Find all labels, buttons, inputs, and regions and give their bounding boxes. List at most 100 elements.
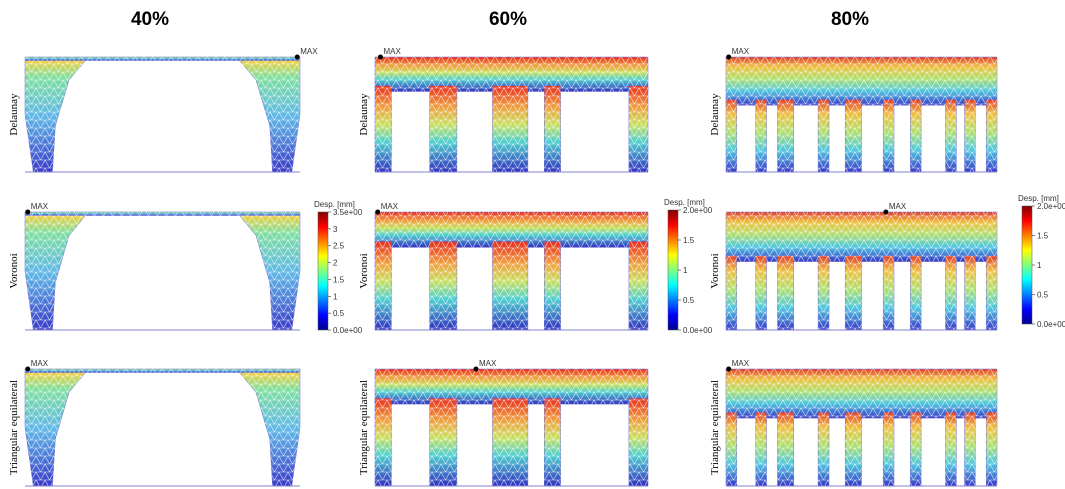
mesh-lines [25, 60, 86, 172]
mesh-lines [25, 369, 300, 373]
max-label: MAX [889, 202, 907, 211]
mesh-panel: MAX Delaunay [8, 47, 318, 173]
colorbar-tick-label: 3.5e+00 [333, 208, 363, 217]
max-label: MAX [383, 47, 401, 56]
row-label: Voronoi [709, 253, 721, 288]
colorbar-tick-label: 1.5 [683, 236, 695, 245]
max-marker [377, 54, 383, 60]
mesh-lines [818, 99, 829, 172]
row-label: Triangular equilateral [709, 380, 721, 475]
mesh-lines [818, 255, 829, 330]
colorbar-tick-label: 0.0e+00 [333, 326, 363, 335]
mesh-lines [818, 412, 829, 486]
mesh-lines [845, 255, 862, 330]
row-label: Triangular equilateral [358, 380, 370, 475]
max-label: MAX [31, 359, 49, 368]
colorbar-tick-label: 1 [683, 266, 688, 275]
max-marker [883, 209, 889, 215]
colorbar-tick-label: 0.5 [333, 309, 345, 318]
colorbar-tick-label: 3 [333, 225, 338, 234]
column-header: 40% [131, 9, 169, 30]
mesh-lines [429, 85, 457, 172]
colorbar-tick-label: 1 [333, 292, 338, 301]
mesh-lines [986, 412, 997, 486]
mesh-lines [910, 255, 922, 330]
mesh-panel: MAX Voronoi [709, 202, 998, 331]
mesh-lines [945, 412, 957, 486]
mesh-lines [492, 85, 528, 172]
row-label: Voronoi [358, 253, 370, 288]
mesh-lines [25, 215, 86, 330]
colorbar-tick-label: 0.0e+00 [1037, 320, 1065, 329]
max-marker [473, 366, 479, 372]
colorbar [667, 209, 679, 331]
mesh-lines [239, 215, 300, 330]
mesh-lines [777, 255, 794, 330]
mesh-lines [429, 241, 457, 330]
mesh-lines [883, 412, 894, 486]
row-label: Delaunay [8, 93, 20, 136]
mesh-lines [726, 212, 997, 262]
max-label: MAX [479, 359, 497, 368]
mesh-lines [628, 241, 648, 330]
mesh-lines [755, 412, 767, 486]
row-label: Voronoi [8, 253, 20, 288]
max-label: MAX [732, 47, 750, 56]
max-marker [25, 366, 31, 372]
mesh-lines [726, 99, 737, 172]
mesh-lines [755, 255, 767, 330]
mesh-lines [239, 60, 300, 172]
mesh-panel: MAX Triangular equilateral [8, 359, 301, 487]
mesh-panel: MAX Delaunay [358, 47, 649, 173]
mesh-lines [628, 398, 648, 486]
mesh-lines [375, 369, 648, 405]
colorbar-tick-label: 2 [333, 259, 338, 268]
mesh-lines [628, 85, 648, 172]
max-label: MAX [31, 202, 49, 211]
mesh-lines [25, 212, 300, 216]
colorbar [1021, 205, 1033, 325]
max-marker [25, 209, 31, 215]
colorbar-tick-label: 1 [1037, 261, 1042, 270]
mesh-panel: MAX Delaunay [709, 47, 998, 173]
mesh-lines [845, 99, 862, 172]
mesh-lines [964, 255, 976, 330]
mesh-lines [544, 398, 561, 486]
mesh-lines [726, 255, 737, 330]
mesh-lines [986, 99, 997, 172]
row-label: Triangular equilateral [8, 380, 20, 475]
mesh-panel: MAX Triangular equilateral [358, 359, 649, 487]
mesh-lines [375, 212, 648, 248]
colorbar-tick-label: 2.5 [333, 242, 345, 251]
mesh-lines [883, 255, 894, 330]
mesh-lines [945, 99, 957, 172]
mesh-panel: MAX Voronoi [8, 202, 301, 331]
max-marker [294, 54, 300, 60]
colorbar-tick-label: 2.0e+00 [1037, 202, 1065, 211]
row-label: Delaunay [709, 93, 721, 136]
column-header: 60% [489, 9, 527, 30]
mesh-lines [845, 412, 862, 486]
mesh-panel: MAX Triangular equilateral [709, 359, 998, 487]
mesh-lines [777, 99, 794, 172]
mesh-lines [726, 412, 737, 486]
mesh-lines [964, 99, 976, 172]
mesh-lines [910, 412, 922, 486]
colorbar-title: Desp. [mm] [1018, 194, 1059, 203]
mesh-lines [375, 241, 392, 330]
mesh-lines [945, 255, 957, 330]
colorbar-tick-label: 0.5 [683, 296, 695, 305]
mesh-lines [492, 398, 528, 486]
mesh-lines [755, 99, 767, 172]
mesh-lines [910, 99, 922, 172]
max-marker [726, 54, 732, 60]
mesh-lines [726, 57, 997, 106]
max-label: MAX [732, 359, 750, 368]
colorbar-tick-label: 0.0e+00 [683, 326, 713, 335]
mesh-lines [964, 412, 976, 486]
mesh-panel: MAX Voronoi [358, 202, 649, 331]
colorbar-title: Desp. [mm] [664, 198, 705, 207]
mesh-lines [544, 85, 561, 172]
mesh-lines [429, 398, 457, 486]
